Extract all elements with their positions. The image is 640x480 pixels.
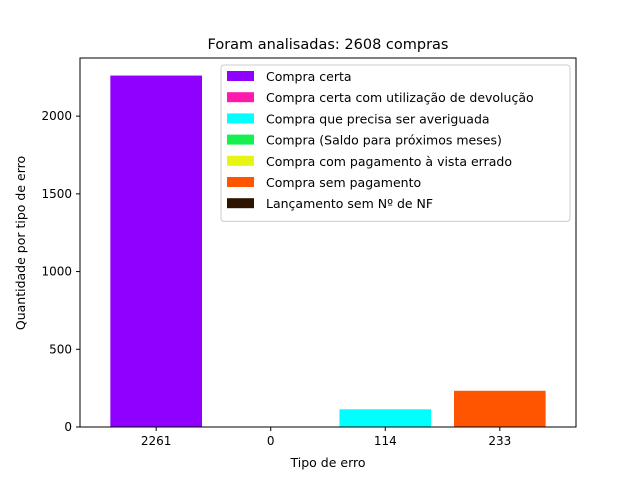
x-tick-label: 0 [267, 434, 275, 448]
bar [110, 75, 202, 427]
y-tick-label: 1500 [41, 187, 72, 201]
y-axis-label: Quantidade por tipo de erro [13, 156, 28, 330]
x-tick-label: 2261 [141, 434, 172, 448]
legend-swatch [227, 155, 254, 166]
y-tick-label: 1000 [41, 265, 72, 279]
legend-swatch [227, 198, 254, 209]
legend-swatch [227, 71, 254, 81]
legend-swatch [227, 113, 254, 124]
legend-label: Compra que precisa ser averiguada [266, 111, 490, 126]
legend-swatch [227, 134, 254, 145]
y-tick-label: 0 [64, 420, 72, 434]
chart-title: Foram analisadas: 2608 compras [208, 37, 449, 53]
legend-label: Compra certa com utilização de devolução [266, 90, 534, 105]
plot-frame [79, 57, 577, 428]
legend-label: Compra (Saldo para próximos meses) [266, 133, 502, 148]
x-axis-label: Tipo de erro [290, 455, 366, 470]
legend-label: Compra certa [266, 69, 352, 84]
bar [454, 390, 546, 427]
legend-swatch [227, 92, 254, 103]
y-tick-label: 500 [49, 342, 72, 356]
legend-swatch [227, 177, 254, 187]
legend-label: Lançamento sem Nº de NF [266, 196, 433, 211]
x-tick-label: 114 [374, 434, 397, 448]
x-tick-label: 233 [488, 434, 511, 448]
legend-label: Compra sem pagamento [266, 175, 421, 190]
legend-box [220, 64, 571, 222]
bar [339, 409, 432, 427]
y-tick-label: 2000 [41, 109, 72, 123]
legend: Compra certa Compra certa com utilização … [220, 64, 571, 222]
legend-label: Compra com pagamento à vista errado [266, 154, 512, 169]
